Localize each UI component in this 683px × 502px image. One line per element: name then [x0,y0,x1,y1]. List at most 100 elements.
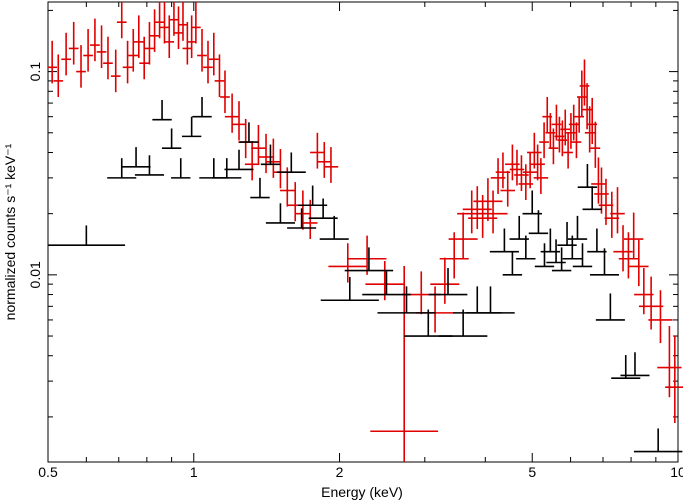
x-tick-label: 10 [670,464,683,480]
data-point [323,147,339,183]
data-point [191,2,201,44]
data-point [362,271,411,296]
data-point [448,212,478,259]
data-point [250,177,270,199]
x-tick-label: 1 [190,464,198,480]
data-point [577,164,598,188]
axis-ticks [47,2,679,462]
data-point [76,45,86,88]
data-point [203,40,213,84]
data-point [182,21,193,65]
data-point [164,15,175,58]
x-tick-labels: 0.5 1 2 5 10 [38,464,683,480]
data-point [502,251,523,276]
data-point [212,158,242,179]
data-point [231,101,247,141]
data-point [582,186,602,211]
data-point [604,191,620,238]
data-point [121,147,151,168]
data-point [116,2,127,39]
data-point [171,158,191,179]
data-point [169,2,179,36]
data-point [224,93,240,133]
data-point [68,21,79,65]
data-point [370,266,439,462]
data-point [516,235,536,260]
data-point [589,248,620,276]
data-point [173,6,184,50]
data-point [122,40,133,84]
data-point [453,286,502,314]
data-point [489,228,519,253]
data-point [287,208,317,229]
data-point [548,128,559,165]
data-point [149,9,160,52]
plot-frame [47,1,679,463]
data-point [620,352,650,377]
data-point [560,109,571,146]
data-point [96,25,107,68]
data-point [572,243,593,268]
data-point [430,257,460,304]
data-point [134,155,164,176]
data-point [377,286,436,314]
data-point [47,40,58,84]
data-point [546,239,566,264]
y-tick-labels: 0.1 0.01 [27,62,43,289]
data-point [534,243,555,268]
data-point [317,142,332,178]
data-point [47,225,126,246]
data-point [298,185,328,207]
data-point [139,36,150,80]
data-point [328,243,368,283]
data-point [295,190,311,230]
data-point [509,215,529,240]
data-point [618,232,639,279]
data-point [587,228,607,253]
data-point [224,149,254,171]
data-point [365,260,405,301]
series-black [47,96,683,453]
data-point [320,277,379,302]
x-axis-title: Energy (keV) [321,484,403,500]
data-point [192,96,212,118]
data-point [181,116,202,138]
data-point [266,138,281,178]
data-point [280,167,295,207]
data-point [571,122,582,159]
data-point [186,15,197,58]
data-point [590,121,601,168]
data-point [595,293,625,321]
data-point [563,132,573,169]
x-tick-label: 5 [528,464,536,480]
data-point [110,49,121,93]
data-point [152,99,172,121]
data-point [197,29,207,72]
data-point [214,54,225,97]
data-point [239,122,259,143]
data-point [438,309,488,337]
data-point [657,326,682,398]
data-point [557,221,577,246]
data-point [478,190,508,234]
data-point [244,141,260,181]
data-point [648,290,673,344]
y-tick-label: 0.1 [27,62,43,82]
data-point [144,21,155,65]
data-point [159,2,170,44]
data-point [629,239,649,287]
data-point [319,215,349,240]
data-point [527,132,542,169]
data-point [466,286,515,314]
data-point [428,268,468,296]
data-point [251,125,266,165]
data-point [310,132,325,169]
x-tick-label: 2 [336,464,344,480]
data-point [344,247,394,272]
y-axis-title: normalized counts s⁻¹ keV⁻¹ [2,143,18,320]
data-point [302,199,318,240]
data-point [462,186,492,230]
data-point [220,70,230,114]
data-point [522,152,538,189]
